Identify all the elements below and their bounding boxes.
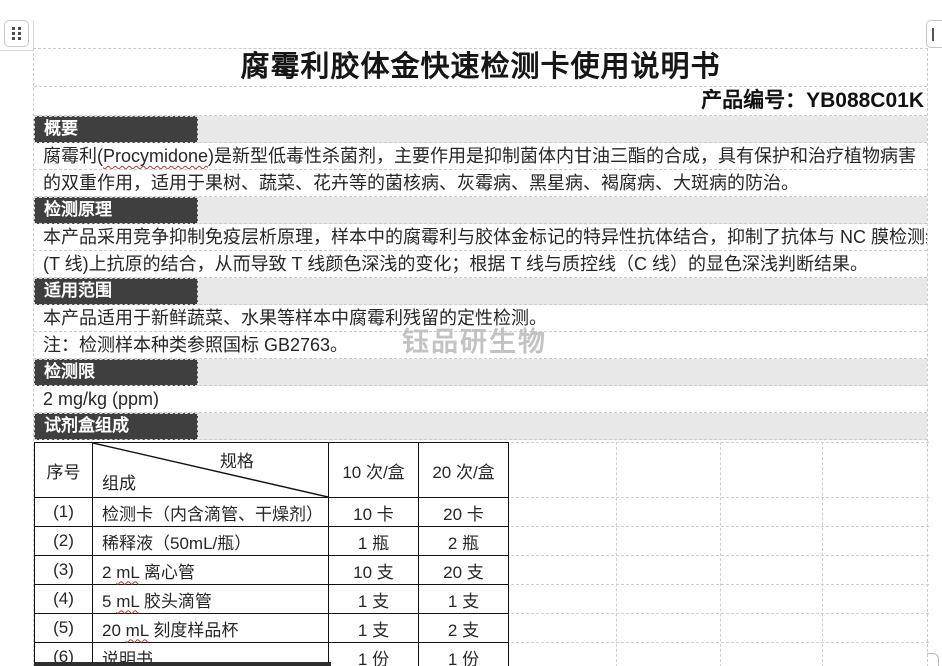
row-name-text: 离心管	[139, 562, 195, 582]
row-name-spellcheck: mL	[116, 562, 140, 582]
row-no: (3)	[34, 555, 93, 585]
ghost-gridline	[506, 526, 929, 527]
row-name-text: 检测卡（内含滴管、干燥剂）	[102, 504, 323, 524]
overview-line1-post: )是新型低毒性杀菌剂，主要作用是抑制菌体内甘油三酯的合成，具有保护和治疗植物病害	[208, 146, 917, 166]
scope-line-2: 注：检测样本种类参照国标 GB2763。	[34, 332, 927, 359]
page-title: 腐霉利胶体金快速检测卡使用说明书	[34, 49, 927, 87]
row-name-text: 2	[102, 562, 117, 582]
margin-guide-horizontal	[0, 50, 33, 51]
row-no: (4)	[34, 584, 93, 614]
header-spec-label: 规格	[219, 452, 254, 471]
row-qty10: 1 瓶	[328, 526, 419, 556]
ghost-gridline	[822, 442, 823, 666]
table-header-row: 序号 规格 组成 10 次/盒 20 次/盒	[34, 442, 509, 498]
section-row-principle: 检测原理	[34, 197, 927, 224]
floating-button-partial[interactable]	[926, 20, 942, 48]
scope-line-1: 本产品适用于新鲜蔬菜、水果等样本中腐霉利残留的定性检测。	[34, 305, 927, 332]
header-seq: 序号	[34, 442, 93, 498]
row-name-text: 稀释液（50mL/瓶）	[102, 533, 252, 553]
row-qty10: 10 卡	[328, 497, 419, 527]
row-qty10: 1 份	[328, 642, 419, 666]
row-no: (1)	[34, 497, 93, 527]
row-qty20: 1 支	[418, 584, 509, 614]
row-name: 2 mL 离心管	[92, 555, 329, 585]
header-diagonal-cell: 规格 组成	[92, 442, 329, 498]
row-no: (2)	[34, 526, 93, 556]
section-row-kit-composition: 试剂盒组成	[34, 413, 927, 440]
row-qty10: 10 支	[328, 555, 419, 585]
row-name-spellcheck: mL	[116, 591, 140, 611]
header-20-per-box: 20 次/盒	[418, 442, 509, 498]
kit-table-area: 序号 规格 组成 10 次/盒 20 次/盒 (1) 检测卡（内含滴管、干燥剂）…	[34, 440, 929, 666]
section-heading-kit-composition: 试剂盒组成	[34, 413, 198, 440]
row-name: 20 mL 刻度样品杯	[92, 613, 329, 643]
section-row-detection-limit: 检测限	[34, 359, 927, 386]
ghost-gridline	[616, 442, 617, 666]
section-row-scope: 适用范围	[34, 278, 927, 305]
row-name-text: 5	[102, 591, 117, 611]
ghost-gridline	[506, 613, 929, 614]
header-10-per-box: 10 次/盒	[328, 442, 419, 498]
detection-limit-value: 2 mg/kg (ppm)	[34, 386, 927, 413]
drag-handle-icon	[12, 27, 21, 40]
product-code: 产品编号：YB088C01K	[34, 87, 927, 116]
section-heading-detection-limit: 检测限	[34, 359, 198, 386]
table-row: (2) 稀释液（50mL/瓶） 1 瓶 2 瓶	[34, 526, 509, 556]
principle-line-1: 本产品采用竞争抑制免疫层析原理，样本中的腐霉利与胶体金标记的特异性抗体结合，抑制…	[34, 224, 927, 251]
section-heading-scope: 适用范围	[34, 278, 198, 305]
diagonal-line	[93, 443, 328, 497]
row-qty20: 20 支	[418, 555, 509, 585]
table-row: (3) 2 mL 离心管 10 支 20 支	[34, 555, 509, 585]
row-qty20: 2 瓶	[418, 526, 509, 556]
row-qty10: 1 支	[328, 613, 419, 643]
section-heading-overview: 概要	[34, 116, 198, 143]
row-name-text: 20	[102, 620, 126, 640]
floating-icon	[932, 27, 934, 41]
next-section-header-partial	[34, 662, 331, 666]
overview-line-1: 腐霉利(Procymidone)是新型低毒性杀菌剂，主要作用是抑制菌体内甘油三酯…	[34, 143, 927, 170]
document-body: 腐霉利胶体金快速检测卡使用说明书 产品编号：YB088C01K 概要 腐霉利(P…	[33, 48, 929, 666]
table-row: (1) 检测卡（内含滴管、干燥剂） 10 卡 20 卡	[34, 497, 509, 527]
section-row-overview: 概要	[34, 116, 927, 143]
principle-line-2: (T 线)上抗原的结合，从而导致 T 线颜色深浅的变化；根据 T 线与质控线（C…	[34, 251, 927, 278]
ghost-gridline	[506, 584, 929, 585]
row-qty10: 1 支	[328, 584, 419, 614]
row-qty20: 1 份	[418, 642, 509, 666]
kit-composition-table: 序号 规格 组成 10 次/盒 20 次/盒 (1) 检测卡（内含滴管、干燥剂）…	[34, 442, 509, 666]
row-no: (6)	[34, 642, 93, 666]
row-name-text: 说明书	[102, 649, 153, 666]
header-composition-label: 组成	[102, 474, 136, 493]
row-name: 5 mL 胶头滴管	[92, 584, 329, 614]
overview-line1-pre: 腐霉利(	[43, 146, 103, 166]
row-no: (5)	[34, 613, 93, 643]
overview-line-2: 的双重作用，适用于果树、蔬菜、花卉等的菌核病、灰霉病、黑星病、褐腐病、大斑病的防…	[34, 170, 927, 197]
row-name: 稀释液（50mL/瓶）	[92, 526, 329, 556]
row-qty20: 20 卡	[418, 497, 509, 527]
block-drag-handle[interactable]	[4, 20, 29, 47]
margin-guide-vertical	[33, 20, 34, 48]
row-name: 检测卡（内含滴管、干燥剂）	[92, 497, 329, 527]
overview-line1-spellcheck: Procymidone	[103, 146, 209, 166]
table-row: (4) 5 mL 胶头滴管 1 支 1 支	[34, 584, 509, 614]
row-qty20: 2 支	[418, 613, 509, 643]
ghost-gridline	[506, 555, 929, 556]
ghost-gridline	[506, 642, 929, 643]
ghost-gridline	[720, 442, 721, 666]
row-name-text: 胶头滴管	[139, 591, 212, 611]
table-row: (5) 20 mL 刻度样品杯 1 支 2 支	[34, 613, 509, 643]
ghost-gridline	[506, 497, 929, 498]
section-heading-principle: 检测原理	[34, 197, 198, 224]
row-name-spellcheck: mL	[125, 620, 149, 640]
ghost-gridline	[506, 442, 929, 443]
row-name-text: 刻度样品杯	[148, 620, 239, 640]
